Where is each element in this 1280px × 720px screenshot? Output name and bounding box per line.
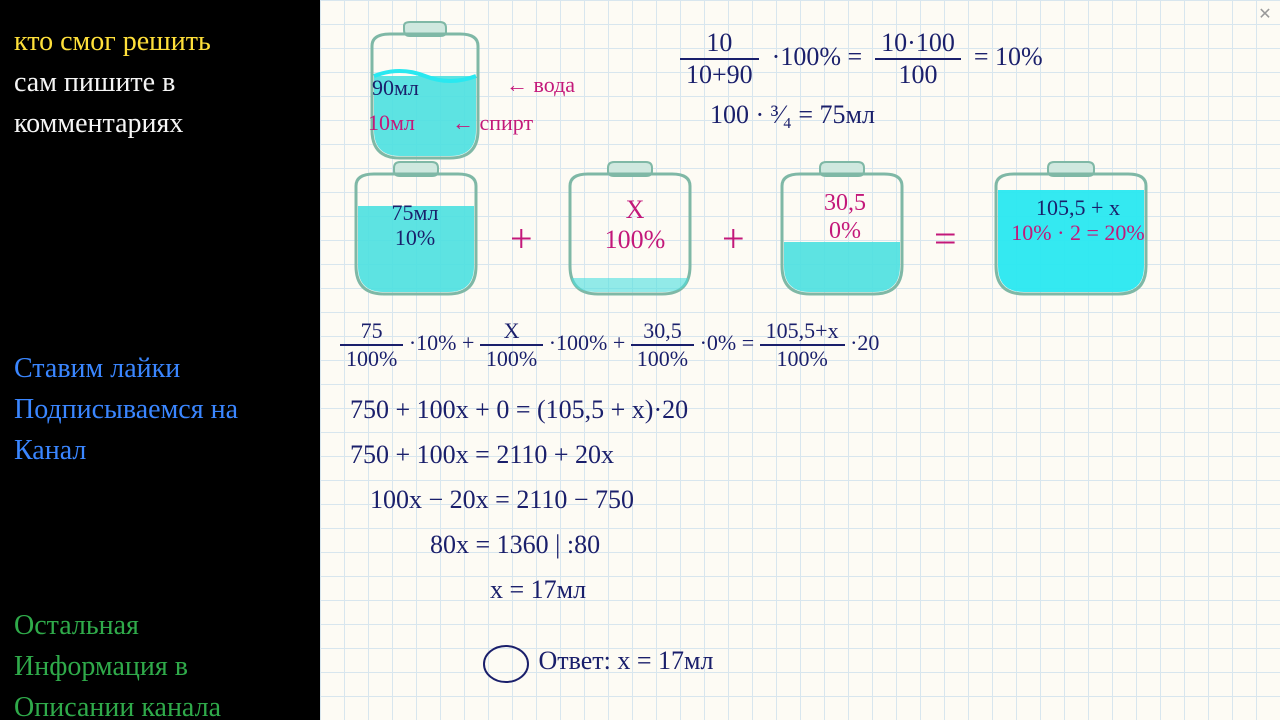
num: 30,5 <box>631 320 694 346</box>
text: 30,5 <box>824 190 866 216</box>
equals: = <box>934 215 957 262</box>
eq-line-4: 100x − 20x = 2110 − 750 <box>370 485 634 515</box>
sidebar-text: кто смог решить <box>14 24 306 59</box>
text: 105,5 + x <box>1036 195 1120 220</box>
text: ·100% = <box>772 42 862 71</box>
calc-line: 1010+90 ·100% = 10·100100 = 10% <box>680 30 1043 88</box>
sidebar-text: Ставим лайки <box>14 351 306 386</box>
whiteboard: ✕ 90мл ← вода 10мл ← спирт 1010+90 ·100%… <box>320 0 1280 720</box>
sidebar-text: комментариях <box>14 106 306 141</box>
den: 100% <box>760 346 845 370</box>
text: спирт <box>480 110 534 135</box>
num: 10 <box>680 30 759 60</box>
flask-note: ← спирт <box>452 110 533 135</box>
text: вода <box>534 72 576 97</box>
sidebar: кто смог решить сам пишите в комментария… <box>0 0 320 720</box>
flask-4-label: 105,5 + x 10% · 2 = 20% <box>998 195 1158 246</box>
text: 100% <box>605 225 666 254</box>
flask-2-label: X 100% <box>590 195 680 255</box>
num: X <box>480 320 543 346</box>
text: 0% <box>829 218 861 244</box>
close-icon[interactable]: ✕ <box>1256 6 1274 24</box>
text: ·100% + <box>549 330 626 355</box>
sidebar-text: Описании канала <box>14 690 306 720</box>
text: X <box>626 195 645 224</box>
text: ·10% + <box>409 330 475 355</box>
text: = 10% <box>974 42 1043 71</box>
text: 75мл <box>392 200 439 225</box>
den: 10+90 <box>680 60 759 88</box>
flask-1-label: 75мл 10% <box>370 200 460 251</box>
text: ·20 <box>850 330 879 355</box>
eq-line-2: 750 + 100x + 0 = (105,5 + x)·20 <box>350 395 688 425</box>
eq-line-5: 80x = 1360 | :80 <box>430 530 600 560</box>
calc-line: 100 · ³⁄₄ = 75мл <box>710 100 875 130</box>
flask-3-label: 30,5 0% <box>800 190 890 245</box>
text: ·0% = <box>700 330 755 355</box>
num: 10·100 <box>875 30 961 60</box>
eq-line-1: 75100% ·10% + X100% ·100% + 30,5100% ·0%… <box>340 320 879 370</box>
text: 10% · 2 = 20% <box>1011 220 1144 245</box>
den: 100 <box>875 60 961 88</box>
flask-note: ← вода <box>506 72 575 97</box>
flask-label: 10мл <box>368 110 415 135</box>
sidebar-text: сам пишите в <box>14 65 306 100</box>
answer: Ответ: x = 17мл <box>480 640 713 686</box>
text: 10% <box>395 225 435 250</box>
num: 75 <box>340 320 403 346</box>
flask-label: 90мл <box>372 75 419 100</box>
sidebar-text: Остальная <box>14 608 306 643</box>
den: 100% <box>480 346 543 370</box>
eq-line-6: x = 17мл <box>490 575 586 605</box>
sidebar-text: Информация в <box>14 649 306 684</box>
circle-icon <box>480 640 532 686</box>
den: 100% <box>631 346 694 370</box>
text: Ответ: x = 17мл <box>539 646 714 675</box>
eq-line-3: 750 + 100x = 2110 + 20x <box>350 440 614 470</box>
sidebar-text: Подписываемся на <box>14 392 306 427</box>
den: 100% <box>340 346 403 370</box>
plus: + <box>510 215 533 262</box>
num: 105,5+x <box>760 320 845 346</box>
plus: + <box>722 215 745 262</box>
sidebar-text: Канал <box>14 433 306 468</box>
